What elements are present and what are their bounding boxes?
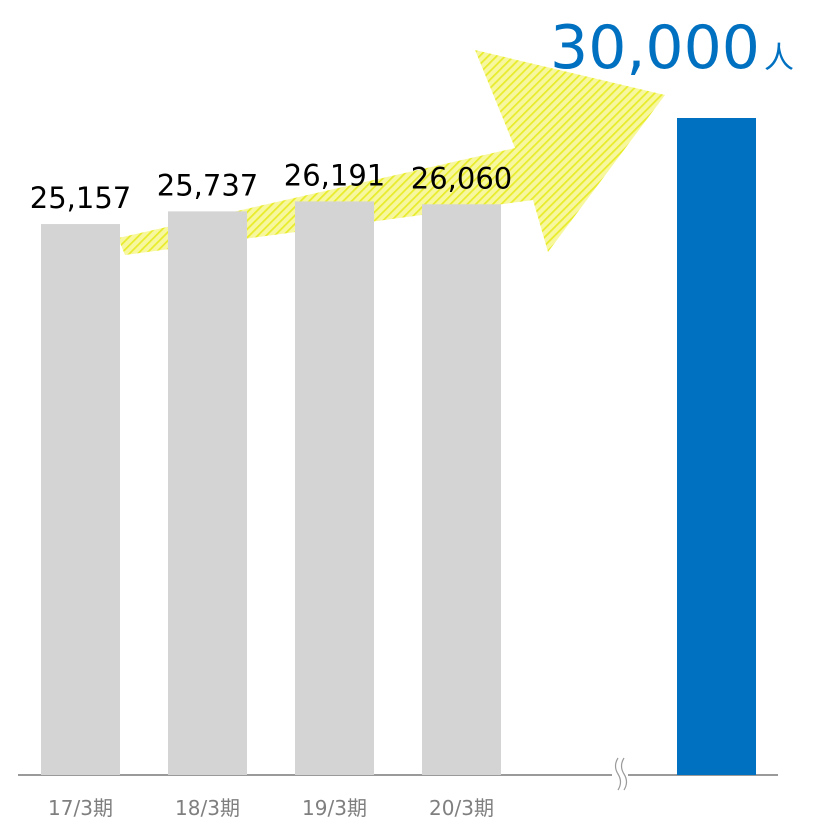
growth-arrow [118,50,665,255]
value-label-unit: 人 [764,41,794,76]
bar [295,201,374,775]
bar [677,118,756,775]
x-tick-label: 19/3期 [302,796,367,820]
bar [168,211,247,776]
value-label: 30,000 人 [550,13,794,83]
x-tick-label: 18/3期 [175,796,240,820]
x-tick-label: 20/3期 [429,796,494,820]
bar [422,204,501,775]
value-label-number: 30,000 [550,13,760,83]
x-tick-label: 17/3期 [48,796,113,820]
value-label: 26,060 [411,161,512,195]
value-label: 25,157 [30,181,131,215]
axis-break [614,757,628,791]
value-label: 25,737 [157,168,258,202]
bar [41,224,120,775]
value-label: 26,191 [284,158,385,192]
